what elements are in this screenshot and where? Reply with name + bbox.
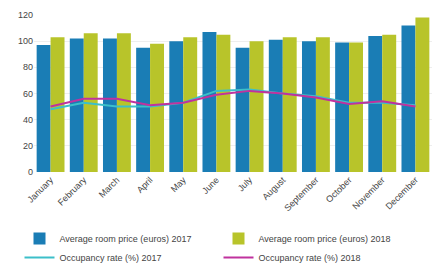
svg-text:March: March [97, 175, 122, 200]
svg-text:December: December [384, 175, 420, 211]
svg-text:60: 60 [23, 89, 33, 99]
svg-text:120: 120 [18, 10, 33, 20]
svg-text:February: February [56, 175, 89, 208]
svg-text:100: 100 [18, 36, 33, 46]
svg-text:0: 0 [28, 167, 33, 177]
svg-text:October: October [324, 175, 354, 205]
svg-text:May: May [169, 175, 188, 194]
svg-text:20: 20 [23, 141, 33, 151]
svg-text:Occupancy rate (%) 2018: Occupancy rate (%) 2018 [259, 253, 361, 263]
svg-text:September: September [282, 175, 320, 213]
svg-text:80: 80 [23, 62, 33, 72]
svg-text:April: April [135, 175, 155, 195]
svg-text:Average room price (euros) 201: Average room price (euros) 2017 [60, 234, 192, 244]
svg-text:40: 40 [23, 115, 33, 125]
svg-text:Average room price (euros) 201: Average room price (euros) 2018 [259, 234, 391, 244]
svg-text:August: August [260, 175, 287, 202]
svg-text:July: July [236, 175, 255, 194]
svg-text:June: June [200, 175, 221, 196]
svg-text:January: January [25, 175, 55, 205]
svg-text:Occupancy rate (%) 2017: Occupancy rate (%) 2017 [60, 253, 162, 263]
svg-text:November: November [350, 175, 386, 211]
